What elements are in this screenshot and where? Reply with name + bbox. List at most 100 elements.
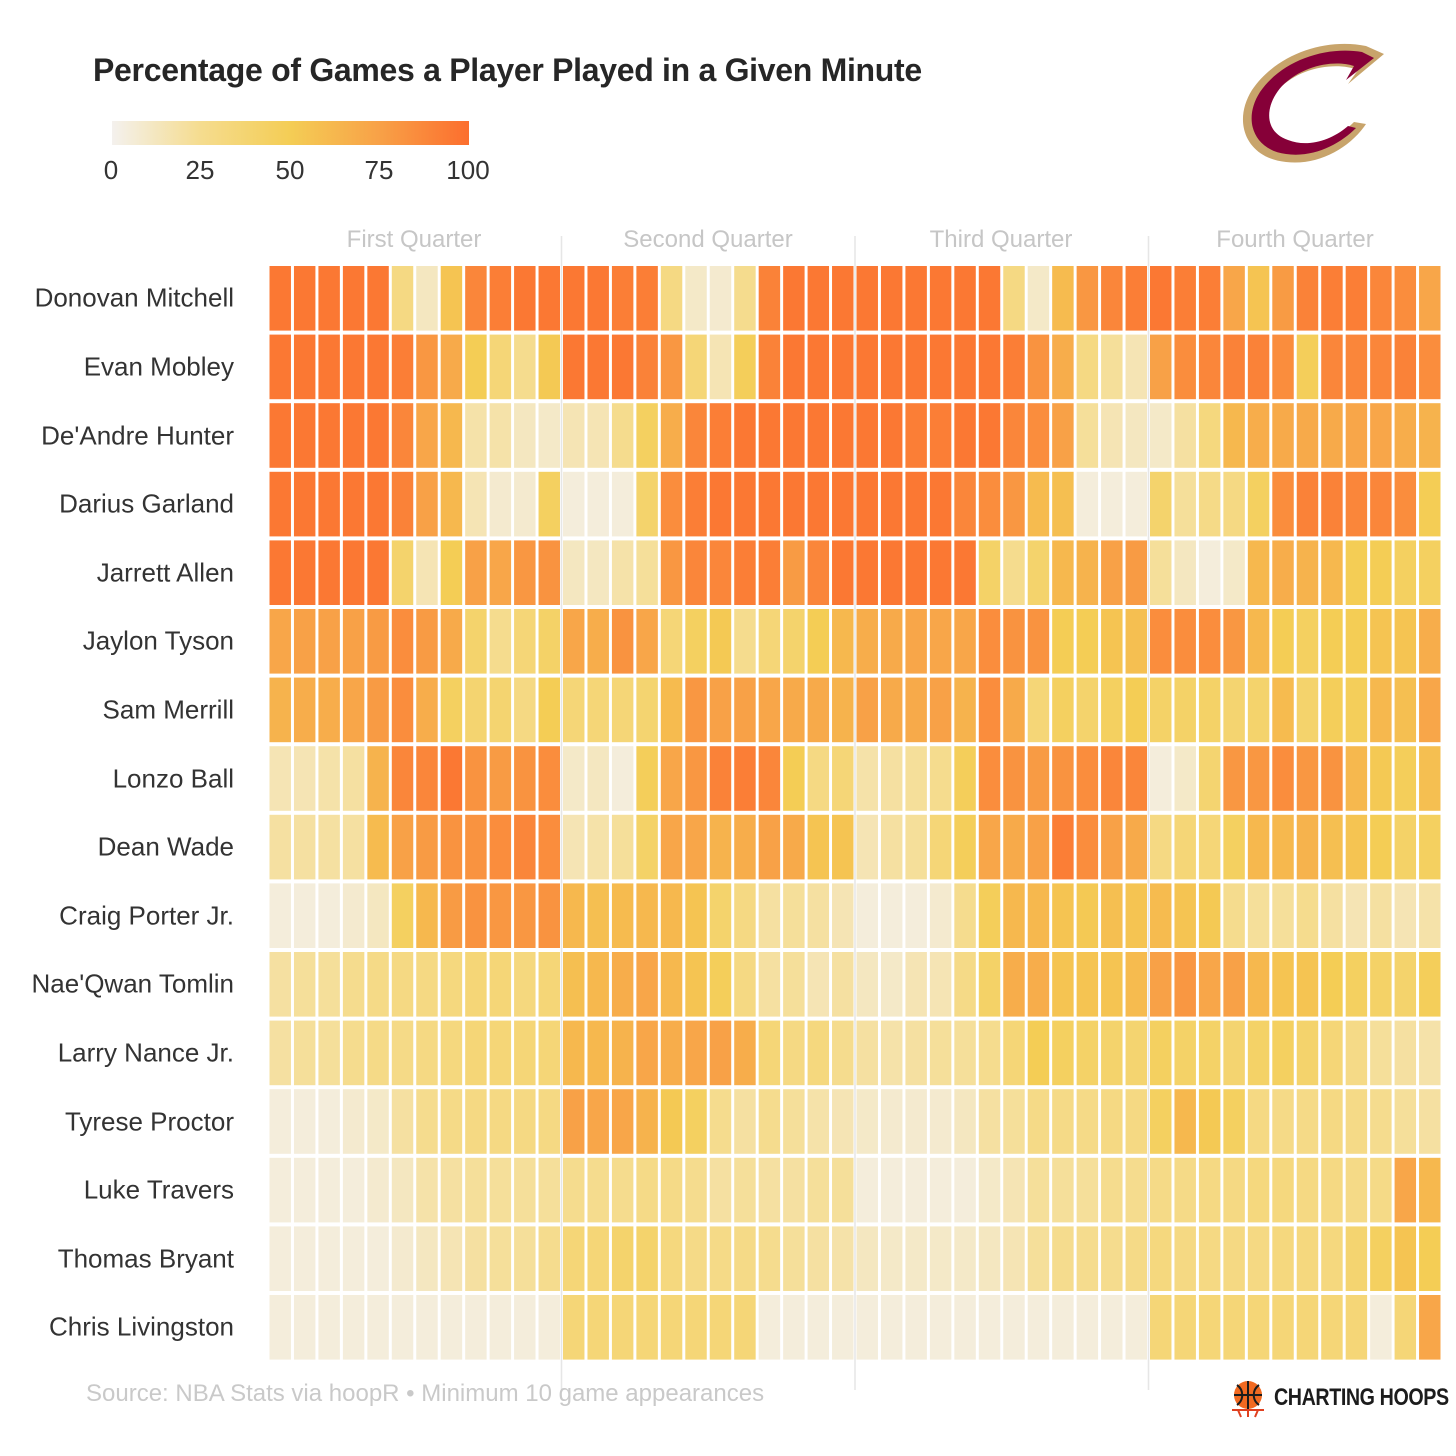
heatmap-cell — [465, 334, 487, 400]
heatmap-cell — [611, 677, 634, 743]
heatmap-cell — [1272, 1157, 1294, 1223]
heatmap-cell — [1101, 746, 1123, 811]
heatmap-cell — [783, 1226, 805, 1291]
heatmap-cell — [978, 1020, 1001, 1086]
heatmap-cell — [611, 746, 634, 811]
heatmap-cell — [1174, 677, 1196, 743]
heatmap-cell — [832, 1157, 854, 1223]
heatmap-cell — [1150, 1089, 1172, 1154]
heatmap-cell — [587, 952, 609, 1017]
heatmap-cell — [1296, 814, 1319, 880]
heatmap-cell — [758, 609, 781, 674]
heatmap-cell — [709, 1089, 732, 1154]
heatmap-cell — [783, 1089, 805, 1154]
heatmap-cell — [1247, 1020, 1270, 1086]
heatmap-cell — [1272, 814, 1294, 880]
heatmap-cell — [489, 266, 512, 331]
heatmap-cell — [660, 403, 683, 468]
heatmap-cell — [929, 1157, 952, 1223]
heatmap-cell — [440, 540, 463, 605]
heatmap-cell — [269, 883, 291, 948]
heatmap-cell — [342, 471, 365, 537]
heatmap-cell — [1076, 952, 1099, 1017]
heatmap-cell — [1052, 883, 1074, 948]
heatmap-cell — [514, 677, 536, 743]
heatmap-cell — [1027, 814, 1050, 880]
heatmap-cell — [832, 746, 854, 811]
chart-title: Percentage of Games a Player Played in a… — [93, 52, 922, 88]
heatmap-cell — [1272, 334, 1294, 400]
heatmap-cell — [832, 814, 854, 880]
heatmap-cell — [391, 814, 414, 880]
heatmap-cell — [880, 471, 903, 537]
heatmap-cell — [636, 1020, 658, 1086]
heatmap-cell — [538, 540, 560, 605]
heatmap-cell — [783, 883, 805, 948]
heatmap-cell — [1247, 471, 1270, 537]
heatmap-cell — [978, 814, 1001, 880]
heatmap-cell — [342, 677, 365, 743]
heatmap-cell — [856, 677, 878, 743]
heatmap-cell — [929, 1226, 952, 1291]
heatmap-cell — [465, 266, 487, 331]
heatmap-cell — [1174, 746, 1196, 811]
heatmap-cell — [1150, 883, 1172, 948]
heatmap-cell — [465, 1089, 487, 1154]
heatmap-cell — [880, 814, 903, 880]
heatmap-cell — [660, 471, 683, 537]
heatmap-cell — [1296, 1157, 1319, 1223]
heatmap-cell — [709, 609, 732, 674]
heatmap-cell — [856, 952, 878, 1017]
heatmap-cell — [660, 1020, 683, 1086]
heatmap-cell — [416, 403, 438, 468]
heatmap-cell — [1247, 952, 1270, 1017]
heatmap-cell — [391, 471, 414, 537]
heatmap-cell — [709, 334, 732, 400]
heatmap-cell — [1419, 1089, 1441, 1154]
heatmap-cell — [685, 1157, 707, 1223]
heatmap-cell — [636, 1226, 658, 1291]
heatmap-cell — [1296, 1089, 1319, 1154]
heatmap-cell — [1321, 403, 1343, 468]
heatmap-cell — [587, 1089, 609, 1154]
heatmap-cell — [367, 746, 389, 811]
heatmap-cell — [978, 540, 1001, 605]
heatmap-cell — [1076, 266, 1099, 331]
heatmap-cell — [416, 266, 438, 331]
legend-tick: 75 — [364, 155, 394, 185]
heatmap-cell — [660, 677, 683, 743]
heatmap-cell — [954, 1295, 976, 1360]
heatmap-cell — [807, 952, 830, 1017]
heatmap-cell — [783, 1157, 805, 1223]
heatmap-cell — [1419, 746, 1441, 811]
heatmap-cell — [318, 609, 340, 674]
heatmap-cell — [587, 1020, 609, 1086]
heatmap-cell — [709, 677, 732, 743]
heatmap-cell — [1296, 1295, 1319, 1360]
heatmap-cell — [880, 403, 903, 468]
heatmap-cell — [587, 1157, 609, 1223]
team-logo — [1242, 43, 1384, 163]
heatmap-cell — [587, 814, 609, 880]
heatmap-cell — [856, 814, 878, 880]
heatmap-cell — [880, 540, 903, 605]
heatmap-cell — [1027, 609, 1050, 674]
player-name: Lonzo Ball — [112, 763, 234, 793]
heatmap-cell — [1174, 1089, 1196, 1154]
heatmap-cell — [1345, 1295, 1368, 1360]
heatmap-cell — [269, 677, 291, 743]
heatmap-cell — [391, 540, 414, 605]
heatmap-cell — [1076, 540, 1099, 605]
heatmap-cell — [856, 1226, 878, 1291]
heatmap-cell — [514, 1226, 536, 1291]
heatmap-cell — [880, 609, 903, 674]
heatmap-cell — [734, 1157, 756, 1223]
heatmap-cell — [636, 609, 658, 674]
heatmap-cell — [1419, 1226, 1441, 1291]
heatmap-cell — [563, 814, 585, 880]
heatmap-cell — [1394, 814, 1417, 880]
heatmap-cell — [1198, 609, 1221, 674]
heatmap-cell — [440, 952, 463, 1017]
heatmap-cell — [807, 1157, 830, 1223]
heatmap-cell — [905, 1295, 927, 1360]
